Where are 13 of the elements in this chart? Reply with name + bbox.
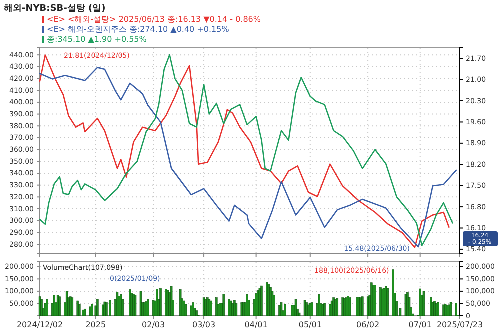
x-tick-label: 2024/12/02 <box>16 320 64 330</box>
x-tick-label: 2025 <box>86 320 106 330</box>
x-tick-label: 06/02 <box>356 320 380 330</box>
x-tick-label: 2025/07/23 <box>436 320 484 330</box>
x-tick-label: 03/03 <box>192 320 216 330</box>
legend-label: <E> <해외-설탕> 2025/06/13 종:16.13 ▼0.14 - 0.86% <box>47 15 262 24</box>
legend-label: <E> 해외-오렌지주스 종:274.10 ▲0.40 +0.15% <box>47 25 230 34</box>
x-tick-label: 02/03 <box>142 320 166 330</box>
x-tick-label: 04/01 <box>244 320 268 330</box>
x-tick-label: 07/01 <box>408 320 432 330</box>
chart-title: 해외-NYB:SB-설탕 (일) <box>4 4 106 14</box>
legend-label: 종:345.10 ▲1.90 +0.55% <box>47 35 148 44</box>
x-tick-label: 05/01 <box>298 320 322 330</box>
